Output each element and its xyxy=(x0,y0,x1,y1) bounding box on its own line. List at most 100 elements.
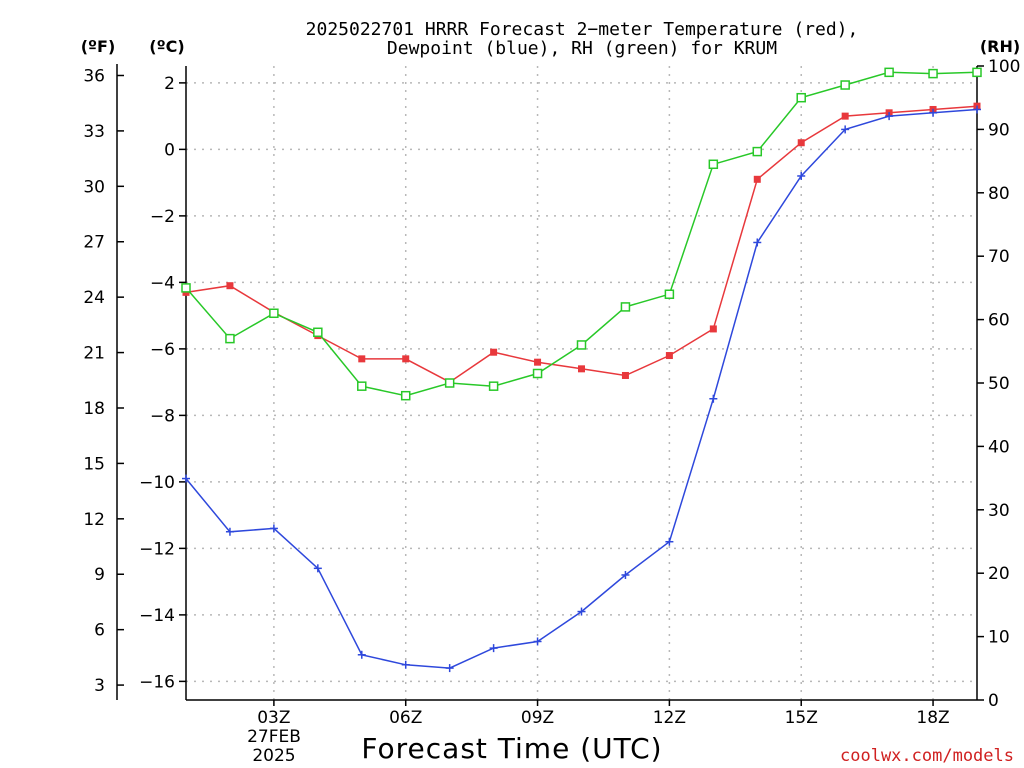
dewpoint-data-point xyxy=(445,664,454,673)
dewpoint-data-point xyxy=(182,474,190,483)
rh-data-point xyxy=(972,67,982,78)
x-axis-title: Forecast Time (UTC) xyxy=(361,732,662,765)
dewpoint-data-point xyxy=(709,394,718,403)
celsius-tick-label: −6 xyxy=(150,340,175,360)
fahrenheit-tick-label: 9 xyxy=(94,565,105,585)
rh-data-point xyxy=(357,381,367,391)
chart-title-line2: Dewpoint (blue), RH (green) for KRUM xyxy=(387,38,777,59)
rh-tick-label: 30 xyxy=(988,501,1010,521)
rh-tick-label: 100 xyxy=(988,57,1020,77)
axes-layer: 36333027242118151296320−2−4−6−8−10−12−14… xyxy=(83,57,1020,728)
dewpoint-data-point xyxy=(269,524,278,533)
rh-data-point xyxy=(708,159,719,170)
rh-data-point xyxy=(400,390,411,401)
fahrenheit-tick-label: 36 xyxy=(83,66,105,86)
x-tick-label: 06Z xyxy=(389,708,422,728)
dewpoint-data-point xyxy=(929,108,938,117)
x-tick-label: 03Z xyxy=(257,708,290,728)
temperature-data-point xyxy=(665,352,673,360)
grid-layer xyxy=(186,66,977,700)
dewpoint-series-line xyxy=(185,108,978,669)
fahrenheit-tick-label: 21 xyxy=(83,344,105,364)
temperature-data-point xyxy=(358,355,366,363)
temperature-data-point xyxy=(402,355,410,363)
dewpoint-data-point xyxy=(577,607,586,616)
x-tick-label: 09Z xyxy=(521,708,554,728)
temperature-data-point xyxy=(797,139,805,147)
fahrenheit-unit-label: (ºF) xyxy=(81,37,116,56)
dewpoint-data-point xyxy=(621,570,630,579)
rh-data-point xyxy=(664,289,675,299)
rh-data-point xyxy=(444,378,455,388)
rh-data-point xyxy=(752,146,763,157)
dewpoint-data-point xyxy=(973,105,981,114)
rh-tick-label: 20 xyxy=(988,564,1010,584)
chart-title-line1: 2025022701 HRRR Forecast 2−meter Tempera… xyxy=(306,19,859,40)
dewpoint-data-point xyxy=(885,112,894,121)
rh-data-point xyxy=(225,333,235,344)
temperature-data-point xyxy=(534,358,542,366)
fahrenheit-tick-label: 33 xyxy=(83,122,105,142)
rh-data-point xyxy=(620,302,631,312)
rh-unit-label: (RH) xyxy=(980,37,1020,56)
temperature-data-point xyxy=(490,348,498,356)
fahrenheit-tick-label: 18 xyxy=(83,399,105,419)
dewpoint-data-point xyxy=(533,637,542,646)
dewpoint-data-point xyxy=(797,171,806,180)
rh-data-point xyxy=(884,67,894,78)
rh-data-point xyxy=(488,381,499,391)
rh-data-point xyxy=(840,80,850,90)
dewpoint-data-point xyxy=(753,238,762,247)
rh-data-point xyxy=(796,92,806,103)
x-tick-label: 18Z xyxy=(916,708,949,728)
dewpoint-data-point xyxy=(225,527,234,536)
dewpoint-data-point xyxy=(401,660,410,669)
dewpoint-data-point xyxy=(313,564,322,573)
celsius-tick-label: −14 xyxy=(139,606,175,626)
fahrenheit-tick-label: 27 xyxy=(83,233,105,253)
celsius-tick-label: −16 xyxy=(139,672,175,692)
date-label-day: 27FEB xyxy=(247,727,301,747)
fahrenheit-tick-label: 15 xyxy=(83,454,105,474)
temperature-data-point xyxy=(621,371,629,379)
fahrenheit-tick-label: 12 xyxy=(83,510,105,530)
fahrenheit-tick-label: 3 xyxy=(94,676,105,696)
fahrenheit-tick-label: 6 xyxy=(94,621,105,641)
temperature-data-point xyxy=(226,282,234,290)
rh-tick-label: 10 xyxy=(988,628,1010,648)
rh-data-point xyxy=(181,283,191,293)
fahrenheit-tick-label: 30 xyxy=(83,177,105,197)
rh-tick-label: 50 xyxy=(988,374,1010,394)
rh-data-point xyxy=(269,308,279,319)
rh-data-point xyxy=(928,68,938,79)
x-tick-label: 15Z xyxy=(785,708,818,728)
celsius-tick-label: −10 xyxy=(139,473,175,493)
temperature-data-point xyxy=(578,365,585,373)
celsius-tick-label: 0 xyxy=(164,140,175,160)
temperature-data-point xyxy=(753,175,761,183)
source-credit: coolwx.com/models xyxy=(840,746,1014,766)
celsius-tick-label: −8 xyxy=(150,406,175,426)
dewpoint-data-point xyxy=(841,125,850,134)
date-label-year: 2025 xyxy=(252,746,295,766)
dewpoint-data-point xyxy=(489,644,498,653)
rh-tick-label: 90 xyxy=(988,120,1010,140)
temperature-data-point xyxy=(709,325,717,333)
series-layer xyxy=(181,67,982,673)
rh-data-point xyxy=(532,368,543,379)
rh-tick-label: 70 xyxy=(988,247,1010,267)
celsius-tick-label: −4 xyxy=(150,273,175,293)
celsius-tick-label: −2 xyxy=(150,207,175,227)
rh-tick-label: 60 xyxy=(988,311,1010,331)
fahrenheit-tick-label: 24 xyxy=(83,288,105,308)
dewpoint-data-point xyxy=(665,537,674,546)
temperature-data-point xyxy=(841,112,849,120)
celsius-unit-label: (ºC) xyxy=(149,37,184,56)
celsius-tick-label: 2 xyxy=(164,74,175,94)
rh-data-point xyxy=(576,340,587,350)
celsius-tick-label: −12 xyxy=(139,539,175,559)
x-tick-label: 12Z xyxy=(653,708,686,728)
dewpoint-data-point xyxy=(357,650,366,659)
rh-data-point xyxy=(313,327,323,338)
rh-tick-label: 80 xyxy=(988,184,1010,204)
